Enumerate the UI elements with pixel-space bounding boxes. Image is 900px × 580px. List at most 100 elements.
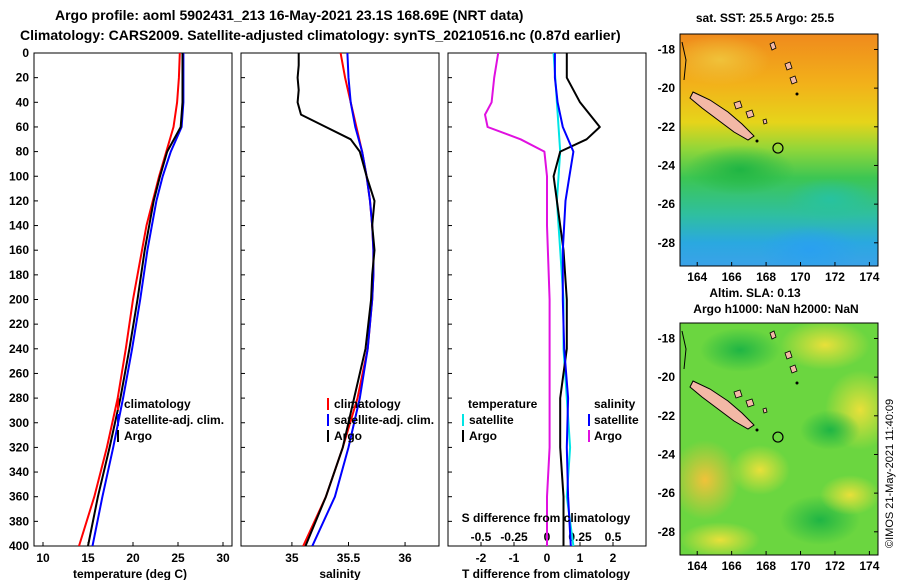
lat-tick-label: -24 bbox=[658, 447, 676, 461]
lat-tick-label: -24 bbox=[658, 158, 676, 172]
lon-tick-label: 172 bbox=[825, 559, 845, 573]
lon-tick-label: 164 bbox=[687, 559, 707, 573]
legend-argo-label: Argo bbox=[334, 429, 362, 443]
legend-satellite-label: satellite-adj. clim. bbox=[124, 413, 224, 427]
legend-climatology-swatch bbox=[327, 398, 329, 410]
temperature-legend: climatology satellite-adj. clim. Argo bbox=[117, 397, 224, 443]
legend-argo-label: Argo bbox=[124, 429, 152, 443]
depth-tick-label: 100 bbox=[9, 169, 29, 183]
depth-tick-label: 280 bbox=[9, 391, 29, 405]
depth-tick-label: 240 bbox=[9, 342, 29, 356]
series-line-argo bbox=[296, 53, 376, 546]
island-dot bbox=[795, 92, 799, 96]
series-line-climatology bbox=[78, 53, 181, 546]
x-tick-label: 36 bbox=[398, 551, 412, 565]
series-line-argo bbox=[87, 53, 184, 546]
island-outline bbox=[784, 61, 793, 71]
legend-temp-satellite-label: satellite bbox=[469, 413, 514, 427]
difference-panel-frame bbox=[447, 52, 647, 547]
depth-tick-label: 300 bbox=[9, 416, 29, 430]
legend-temp-satellite-swatch bbox=[462, 414, 464, 426]
legend-climatology-label: climatology bbox=[334, 397, 401, 411]
lat-tick-label: -26 bbox=[658, 486, 676, 500]
salinity-profiles bbox=[296, 53, 376, 546]
new-caledonia-landmass bbox=[689, 380, 755, 430]
salinity-legend: climatology satellite-adj. clim. Argo bbox=[327, 397, 434, 443]
island-dot bbox=[755, 428, 759, 432]
x-tick-label: 15 bbox=[81, 551, 95, 565]
figure-title-line2: Climatology: CARS2009. Satellite-adjuste… bbox=[20, 27, 621, 43]
map1-frame bbox=[679, 33, 879, 267]
depth-tick-label: 180 bbox=[9, 268, 29, 282]
sla-map bbox=[680, 323, 878, 555]
x-tick-label: 1 bbox=[577, 551, 584, 565]
island-outline bbox=[745, 109, 755, 119]
map2-title-line1: Altim. SLA: 0.13 bbox=[709, 286, 801, 300]
depth-tick-label: 140 bbox=[9, 219, 29, 233]
difference-profiles bbox=[484, 53, 601, 546]
depth-tick-label: 320 bbox=[9, 440, 29, 454]
legend-climatology-swatch bbox=[117, 398, 119, 410]
lat-tick-label: -22 bbox=[658, 120, 676, 134]
coastline bbox=[681, 330, 687, 370]
lon-tick-label: 168 bbox=[756, 270, 776, 284]
lon-tick-label: 166 bbox=[722, 559, 742, 573]
lat-tick-label: -28 bbox=[658, 525, 676, 539]
depth-tick-label: 360 bbox=[9, 490, 29, 504]
x-tick-label: -1 bbox=[509, 551, 520, 565]
lat-tick-label: -18 bbox=[658, 42, 676, 56]
series-line-satellite-adj-clim- bbox=[311, 53, 375, 546]
depth-tick-label: 80 bbox=[16, 145, 30, 159]
island-dot bbox=[755, 139, 759, 143]
difference-xlabel: T difference from climatology bbox=[462, 567, 630, 580]
sst-map bbox=[680, 34, 878, 266]
map1-axes: 164 166 168 170 172 174 -18 -20 -22 -24 -26 -28 bbox=[658, 42, 880, 284]
legend-climatology-label: climatology bbox=[124, 397, 191, 411]
island-outline bbox=[789, 75, 798, 85]
lon-tick-label: 174 bbox=[859, 559, 879, 573]
island-outline bbox=[789, 364, 798, 374]
lon-tick-label: 166 bbox=[722, 270, 742, 284]
difference-salinity-legend: salinity satellite Argo bbox=[588, 397, 639, 443]
argo-float-marker bbox=[772, 431, 784, 443]
x-tick-label: 25 bbox=[171, 551, 185, 565]
series-line-climatology bbox=[302, 53, 375, 546]
depth-tick-label: 200 bbox=[9, 293, 29, 307]
lon-tick-label: 172 bbox=[825, 270, 845, 284]
x2-tick-label: 0.25 bbox=[568, 530, 592, 544]
island-outline bbox=[769, 330, 777, 340]
legend-satellite-swatch bbox=[327, 414, 329, 426]
coastline bbox=[681, 41, 687, 81]
legend-sal-argo-label: Argo bbox=[594, 429, 622, 443]
legend-satellite-label: satellite-adj. clim. bbox=[334, 413, 434, 427]
temperature-profiles bbox=[78, 53, 185, 546]
credit-text: ©IMOS 21-May-2021 11:40:09 bbox=[884, 399, 896, 548]
sla-feature bbox=[820, 475, 878, 515]
lon-tick-label: 170 bbox=[791, 270, 811, 284]
x-tick-label: 30 bbox=[216, 551, 230, 565]
island-outline bbox=[762, 407, 768, 414]
island-outline bbox=[784, 350, 793, 360]
legend-temperature-title: temperature bbox=[468, 397, 538, 411]
lat-tick-label: -22 bbox=[658, 409, 676, 423]
sla-feature bbox=[680, 440, 740, 520]
depth-tick-label: 380 bbox=[9, 514, 29, 528]
lat-tick-label: -20 bbox=[658, 370, 676, 384]
depth-tick-label: 400 bbox=[9, 539, 29, 553]
temperature-xlabel: temperature (deg C) bbox=[73, 567, 187, 580]
x2-tick-label: -0.5 bbox=[471, 530, 492, 544]
depth-tick-label: 260 bbox=[9, 366, 29, 380]
sst-feature bbox=[785, 178, 875, 222]
island-outline bbox=[733, 389, 743, 399]
sla-feature bbox=[680, 522, 760, 555]
island-outline bbox=[733, 100, 743, 110]
legend-sal-satellite-swatch bbox=[588, 414, 590, 426]
lat-tick-label: -18 bbox=[658, 331, 676, 345]
lon-tick-label: 174 bbox=[859, 270, 879, 284]
depth-tick-label: 220 bbox=[9, 317, 29, 331]
island-dot bbox=[795, 381, 799, 385]
series-line-salinity-satellite bbox=[553, 53, 575, 546]
argo-float-marker bbox=[772, 142, 784, 154]
depth-tick-label: 120 bbox=[9, 194, 29, 208]
legend-sal-argo-swatch bbox=[588, 430, 590, 442]
